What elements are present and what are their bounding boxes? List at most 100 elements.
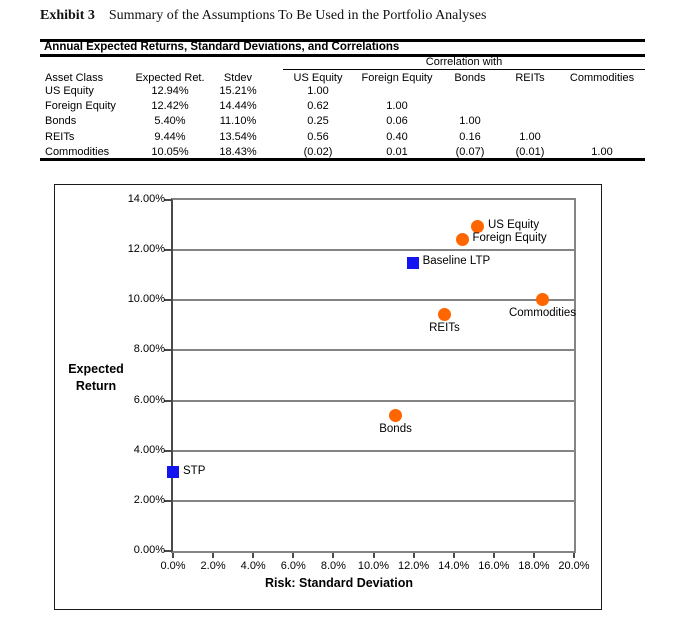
data-point-reits: [437, 307, 451, 321]
x-axis-title: Risk: Standard Deviation: [265, 576, 413, 590]
table-row: US Equity 12.94% 15.21% 1.00: [40, 84, 645, 99]
y-axis-title: Expected Return: [68, 362, 124, 393]
column-header: Foreign Equity: [361, 71, 433, 84]
table-cell: 0.01: [386, 145, 408, 158]
gridline: [173, 349, 574, 352]
x-tick-label: 20.0%: [558, 560, 590, 572]
y-tick-label: 10.00%: [127, 293, 165, 306]
column-header: Asset Class: [45, 71, 104, 84]
x-axis-tick: [332, 553, 335, 558]
data-point-baseline-ltp: [406, 256, 419, 269]
data-point-label: REITs: [429, 321, 460, 334]
correlation-group-header: Correlation with: [425, 56, 503, 68]
table-cell: 0.06: [386, 115, 408, 128]
header-row: Asset Class Expected Ret. Stdev US Equity Fo…: [40, 71, 645, 86]
table-cell: 9.44%: [154, 130, 186, 143]
assumptions-table: Annual Expected Returns, Standard Deviat…: [40, 36, 645, 166]
table-row: Foreign Equity 12.42% 14.44% 0.62 1.00: [40, 99, 645, 114]
table-bottom-rule: [40, 158, 645, 161]
table-top-rule: [40, 39, 645, 42]
table-cell: 5.40%: [154, 115, 186, 128]
table-cell: 12.42%: [151, 100, 189, 113]
table-cell: 0.16: [459, 130, 481, 143]
y-axis-tick: [164, 399, 171, 402]
table-row: REITs 9.44% 13.54% 0.56 0.40 0.16 1.00: [40, 130, 645, 145]
x-tick-label: 12.0%: [397, 560, 430, 572]
y-tick-label: 8.00%: [133, 343, 165, 356]
table-cell: 13.54%: [219, 130, 257, 143]
x-axis-tick: [412, 553, 415, 558]
y-tick-label: 4.00%: [133, 443, 165, 456]
data-point-bonds: [389, 409, 403, 423]
table-cell: 1.00: [519, 130, 541, 143]
x-tick-label: 10.0%: [357, 560, 390, 572]
y-tick-label: 0.00%: [133, 544, 165, 556]
table-cell: 12.94%: [151, 85, 189, 97]
x-axis-tick: [532, 553, 535, 558]
table-cell: 0.40: [386, 130, 408, 143]
y-tick-label: 12.00%: [127, 243, 165, 256]
data-point-label: STP: [183, 464, 206, 477]
gridline: [173, 299, 574, 302]
data-point-stp: [167, 466, 179, 479]
table-cell: 18.43%: [219, 145, 257, 158]
x-axis-tick: [492, 553, 495, 558]
column-header: Stdev: [223, 71, 253, 84]
x-tick-label: 0.0%: [160, 560, 186, 572]
gridline: [173, 249, 574, 252]
y-tick-label: 6.00%: [133, 393, 165, 406]
table-cell: 10.05%: [151, 145, 189, 158]
risk-return-scatter-chart: 14.00% 12.00% 10.00% 8.00% 6.00% 4.00% 2.00% 0.…: [54, 184, 602, 610]
x-tick-label: 16.0%: [478, 560, 510, 572]
x-tick-label: 2.0%: [200, 560, 226, 572]
table-cell: 0.56: [307, 130, 329, 143]
x-axis-tick: [172, 553, 174, 558]
correlation-group-underline: [283, 68, 645, 70]
x-axis-tick: [292, 553, 295, 558]
table-cell: 1.00: [591, 145, 613, 158]
y-tick-label: 14.00%: [127, 193, 165, 205]
table-cell: 0.25: [307, 115, 329, 128]
x-axis-tick: [212, 553, 215, 558]
x-tick-label: 4.0%: [240, 560, 266, 572]
data-point-foreign-equity: [456, 233, 470, 247]
data-point-commodities: [536, 292, 550, 306]
y-axis-tick: [164, 249, 171, 252]
table-title: Annual Expected Returns, Standard Deviat…: [44, 40, 400, 53]
column-header: Commodities: [569, 71, 635, 84]
x-axis-tick: [452, 553, 455, 558]
table-cell: 15.21%: [219, 85, 257, 97]
exhibit-label: Exhibit 3: [40, 8, 95, 23]
table-cell: Foreign Equity: [45, 100, 116, 113]
table-cell: 1.00: [459, 115, 481, 128]
table-cell: US Equity: [45, 85, 94, 97]
x-tick-label: 18.0%: [518, 560, 550, 572]
data-point-us-equity: [471, 220, 485, 234]
table-cell: (0.02): [303, 145, 333, 158]
table-cell: (0.01): [515, 145, 545, 158]
x-axis-tick: [252, 553, 255, 558]
y-axis-tick: [164, 449, 171, 452]
x-tick-label: 6.0%: [280, 560, 306, 572]
table-cell: 0.62: [307, 100, 329, 113]
column-header: Bonds: [454, 71, 486, 84]
x-axis-tick: [372, 553, 375, 558]
table-cell: Bonds: [45, 115, 77, 128]
table-row: Commodities 10.05% 18.43% (0.02) 0.01 (0.07) (…: [40, 145, 645, 160]
column-header: US Equity: [293, 71, 343, 84]
table-cell: REITs: [45, 130, 75, 143]
data-point-label: Foreign Equity: [472, 232, 547, 245]
data-point-label: Commodities: [508, 306, 577, 319]
exhibit-title-text: Summary of the Assumptions To Be Used in…: [108, 8, 487, 23]
x-axis-tick: [573, 553, 575, 558]
gridline: [173, 499, 574, 502]
column-header: REITs: [515, 71, 545, 84]
table-cell: 1.00: [307, 85, 329, 97]
table-cell: 11.10%: [219, 115, 257, 128]
table-title-rule: [40, 54, 645, 57]
table-cell: 14.44%: [219, 100, 257, 113]
data-point-label: US Equity: [487, 219, 540, 232]
gridline: [173, 399, 574, 402]
y-axis-tick: [164, 550, 171, 552]
